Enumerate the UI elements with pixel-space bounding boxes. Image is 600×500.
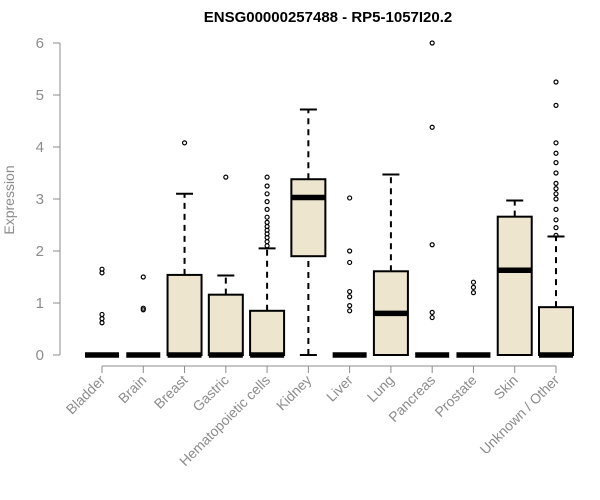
outlier-point xyxy=(553,225,559,231)
outlier-point xyxy=(470,284,477,290)
outlier-point xyxy=(223,174,229,180)
outlier-point xyxy=(470,290,477,296)
x-tick-label: Liver xyxy=(323,372,356,405)
x-tick-label: Lung xyxy=(364,372,397,405)
y-axis-label: Expression xyxy=(1,165,17,234)
outlier-point xyxy=(347,303,353,309)
outlier-point xyxy=(264,243,270,249)
box-iqr xyxy=(249,309,286,356)
y-tick-label: 3 xyxy=(36,191,44,208)
outlier-point xyxy=(429,314,435,321)
outlier-point xyxy=(553,191,559,197)
box-iqr xyxy=(207,293,244,356)
outlier-point xyxy=(553,140,559,146)
outlier-point xyxy=(264,174,270,180)
outlier-point xyxy=(429,309,435,315)
y-tick-label: 6 xyxy=(36,35,44,52)
y-tick-label: 2 xyxy=(36,243,44,260)
outlier-point xyxy=(264,199,270,205)
y-tick-label: 4 xyxy=(36,139,44,156)
box-group xyxy=(496,199,533,356)
outlier-point xyxy=(553,196,559,202)
outlier-point xyxy=(181,140,188,146)
outlier-point xyxy=(553,160,559,166)
box-group xyxy=(415,40,450,358)
outlier-point xyxy=(553,232,559,238)
outlier-point xyxy=(264,219,270,225)
x-tick-label: Prostate xyxy=(431,372,479,420)
outlier-point xyxy=(140,305,146,311)
box-group xyxy=(85,266,119,358)
box-iqr xyxy=(290,178,327,258)
x-tick-label: Brain xyxy=(115,372,149,406)
outlier-point xyxy=(99,266,105,272)
y-axis: 0 1 2 3 4 5 6 xyxy=(36,35,61,364)
x-tick-label: Breast xyxy=(151,372,191,412)
outlier-point xyxy=(553,79,559,85)
outlier-point xyxy=(347,195,353,201)
outlier-point xyxy=(553,217,559,223)
box-group xyxy=(332,195,367,358)
box-iqr xyxy=(496,215,533,356)
outlier-point xyxy=(99,311,105,318)
outlier-point xyxy=(264,183,270,189)
outlier-point xyxy=(553,180,559,186)
outlier-point xyxy=(553,102,559,109)
outlier-point xyxy=(347,248,353,254)
outlier-point xyxy=(264,239,270,245)
outlier-point xyxy=(429,124,435,130)
outlier-point xyxy=(99,316,105,322)
box-group xyxy=(249,174,286,358)
outlier-point xyxy=(429,242,435,248)
outlier-point xyxy=(347,288,353,295)
outlier-point xyxy=(264,191,270,197)
outlier-point xyxy=(99,320,105,326)
outlier-point xyxy=(429,40,435,46)
x-tick-label: Skin xyxy=(490,372,521,403)
outlier-point xyxy=(553,170,559,176)
outlier-point xyxy=(347,259,353,266)
outlier-point xyxy=(140,274,146,280)
y-tick-label: 5 xyxy=(36,87,44,104)
box-group xyxy=(290,108,327,356)
box-group xyxy=(166,140,203,358)
box-group xyxy=(538,79,574,358)
outlier-point xyxy=(553,150,559,156)
x-tick-label: Kidney xyxy=(273,372,315,414)
box-iqr xyxy=(538,306,574,357)
outlier-point xyxy=(347,294,353,300)
y-tick-label: 0 xyxy=(36,347,44,364)
outlier-point xyxy=(264,206,270,212)
x-tick-label: Bladder xyxy=(63,372,109,418)
box-group xyxy=(456,279,491,358)
box-group xyxy=(126,274,161,358)
chart-title: ENSG00000257488 - RP5-1057I20.2 xyxy=(204,9,453,26)
box-group xyxy=(372,173,409,356)
outlier-point xyxy=(553,206,559,212)
box-iqr xyxy=(166,273,203,357)
y-tick-label: 1 xyxy=(36,295,44,312)
boxes-group xyxy=(85,40,574,358)
box-group xyxy=(207,174,244,358)
outlier-point xyxy=(264,214,270,220)
outlier-point xyxy=(470,279,477,285)
outlier-point xyxy=(347,308,353,314)
outlier-point xyxy=(553,186,559,192)
